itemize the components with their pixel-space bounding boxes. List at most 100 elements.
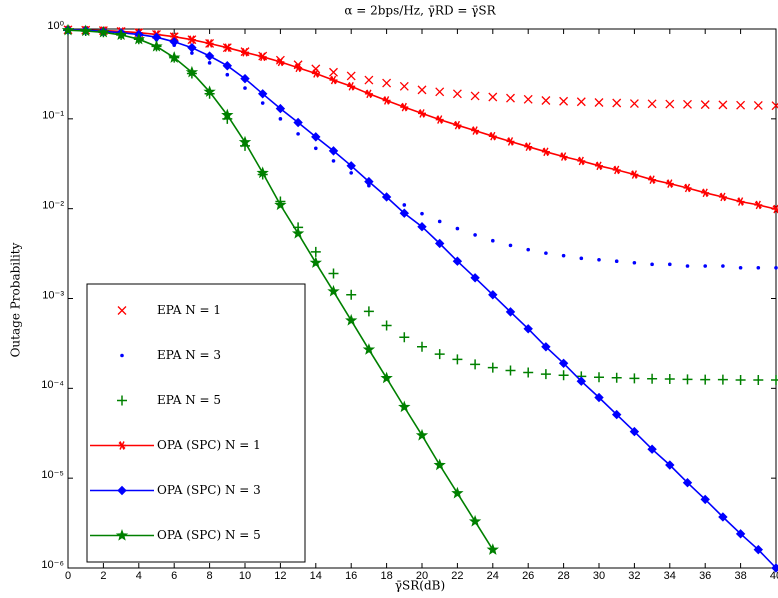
marker bbox=[544, 251, 548, 255]
marker bbox=[97, 25, 110, 38]
marker bbox=[470, 359, 481, 370]
marker bbox=[647, 373, 658, 384]
marker bbox=[771, 374, 778, 385]
marker bbox=[561, 253, 566, 258]
marker bbox=[278, 117, 283, 121]
x-tick-label: 6 bbox=[171, 570, 177, 582]
marker bbox=[61, 23, 75, 36]
marker bbox=[488, 131, 497, 141]
marker bbox=[437, 219, 442, 224]
marker bbox=[650, 262, 654, 267]
marker bbox=[132, 32, 145, 45]
marker bbox=[314, 146, 318, 151]
marker bbox=[718, 192, 727, 202]
x-tick-label: 38 bbox=[734, 570, 746, 582]
x-tick-label: 24 bbox=[487, 570, 499, 582]
marker bbox=[399, 81, 409, 91]
x-tick-label: 40 bbox=[770, 570, 778, 582]
marker bbox=[363, 306, 374, 317]
marker bbox=[382, 78, 392, 88]
marker bbox=[452, 89, 462, 99]
marker bbox=[222, 61, 233, 71]
marker bbox=[346, 289, 357, 300]
marker bbox=[488, 290, 498, 300]
marker bbox=[683, 99, 692, 109]
y-tick-label: 10⁻⁴ bbox=[41, 379, 64, 391]
marker bbox=[665, 460, 675, 470]
marker bbox=[452, 354, 463, 365]
marker bbox=[185, 65, 199, 78]
marker bbox=[491, 238, 495, 243]
marker bbox=[470, 273, 480, 283]
marker bbox=[683, 183, 692, 193]
marker bbox=[296, 132, 300, 136]
marker bbox=[526, 247, 530, 252]
marker bbox=[508, 243, 513, 248]
marker bbox=[595, 161, 603, 171]
marker bbox=[524, 142, 533, 151]
marker bbox=[594, 372, 604, 383]
marker bbox=[665, 99, 675, 109]
marker bbox=[630, 170, 639, 179]
x-tick-label: 4 bbox=[136, 570, 142, 582]
marker bbox=[364, 176, 374, 187]
marker bbox=[346, 71, 356, 81]
marker bbox=[256, 166, 269, 179]
marker bbox=[665, 179, 674, 188]
marker bbox=[243, 86, 247, 90]
marker bbox=[682, 374, 693, 385]
marker bbox=[187, 35, 196, 45]
marker bbox=[329, 67, 338, 77]
marker bbox=[576, 376, 587, 386]
marker bbox=[558, 358, 569, 368]
y-tick-label: 10⁻² bbox=[42, 200, 64, 212]
marker bbox=[771, 101, 778, 111]
marker bbox=[753, 544, 764, 555]
marker bbox=[168, 51, 181, 63]
marker bbox=[664, 374, 675, 385]
marker bbox=[435, 87, 445, 97]
x-tick-label: 8 bbox=[207, 570, 213, 582]
marker bbox=[594, 392, 604, 403]
marker bbox=[506, 93, 515, 103]
marker bbox=[275, 103, 286, 114]
marker bbox=[735, 374, 746, 385]
marker bbox=[327, 284, 340, 297]
marker bbox=[629, 373, 640, 384]
marker bbox=[471, 126, 480, 135]
marker bbox=[523, 324, 533, 334]
marker bbox=[612, 165, 621, 175]
marker bbox=[258, 52, 267, 62]
marker bbox=[257, 89, 268, 99]
marker bbox=[700, 374, 711, 385]
x-tick-label: 22 bbox=[451, 570, 463, 582]
marker bbox=[382, 96, 391, 105]
x-tick-label: 2 bbox=[100, 570, 106, 582]
x-tick-label: 26 bbox=[522, 570, 534, 582]
legend-label: EPA N = 1 bbox=[157, 303, 221, 317]
marker bbox=[612, 98, 622, 108]
y-axis-label: Outage Probability bbox=[9, 242, 23, 357]
marker bbox=[293, 117, 303, 128]
marker bbox=[415, 428, 429, 441]
marker bbox=[505, 365, 516, 376]
marker bbox=[346, 161, 356, 171]
marker bbox=[349, 171, 354, 175]
marker bbox=[380, 371, 393, 384]
marker bbox=[455, 226, 460, 231]
legend-marker bbox=[117, 395, 127, 406]
marker bbox=[309, 256, 322, 268]
marker bbox=[473, 233, 477, 237]
marker bbox=[204, 51, 215, 61]
marker bbox=[468, 514, 482, 527]
marker bbox=[205, 39, 214, 48]
marker bbox=[418, 109, 426, 118]
marker bbox=[682, 478, 693, 488]
marker bbox=[647, 444, 657, 454]
x-tick-label: 10 bbox=[239, 570, 251, 582]
marker bbox=[718, 100, 728, 110]
marker bbox=[170, 32, 179, 42]
marker bbox=[753, 374, 764, 385]
marker bbox=[190, 51, 194, 55]
legend-label: EPA N = 5 bbox=[157, 393, 221, 407]
